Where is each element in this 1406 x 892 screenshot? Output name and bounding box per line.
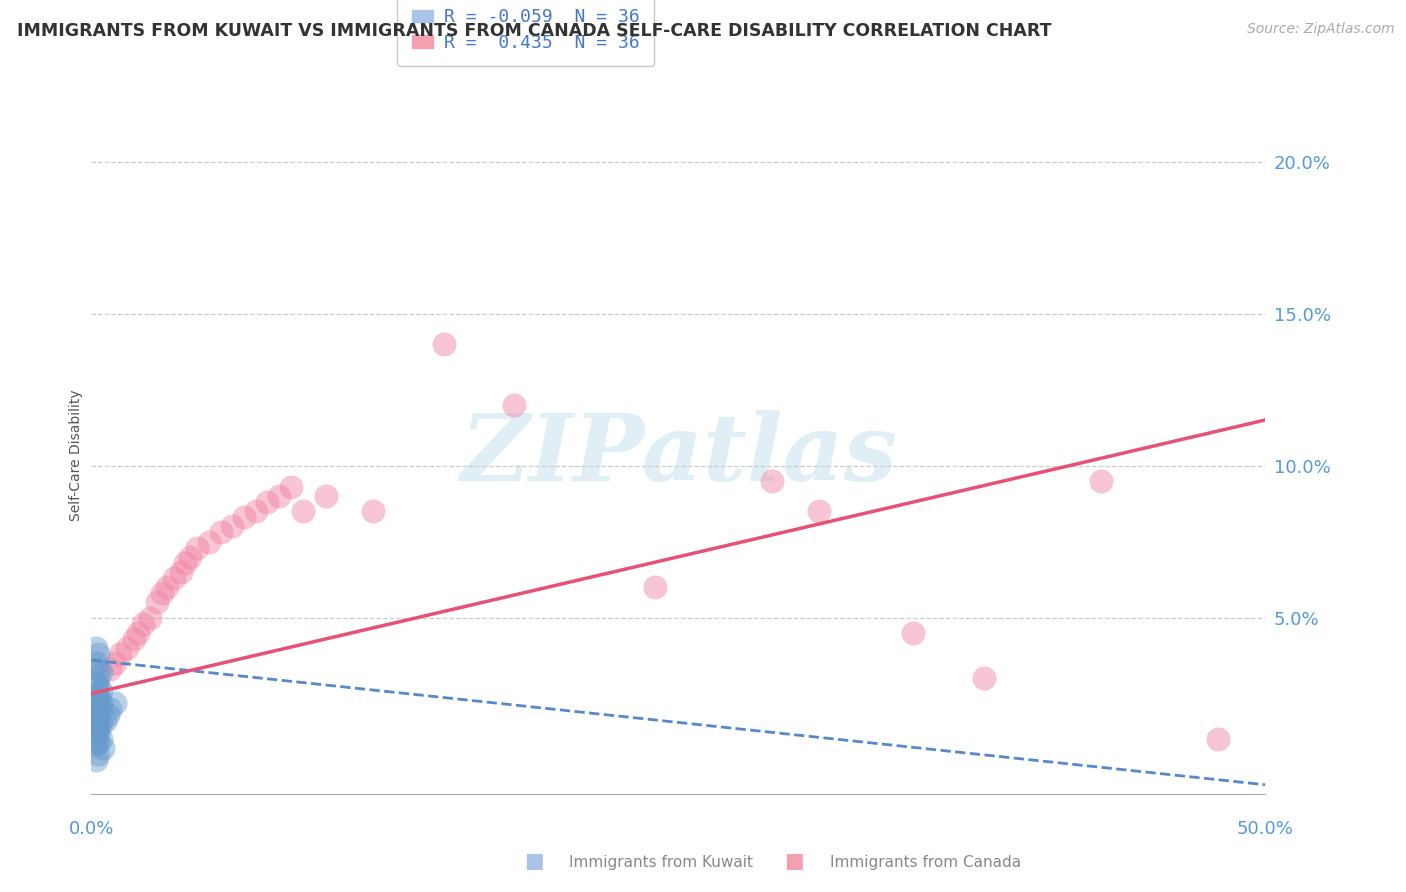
Point bbox=[209, 525, 232, 540]
Point bbox=[90, 665, 112, 680]
Point bbox=[87, 671, 110, 685]
Point bbox=[94, 714, 117, 728]
Point bbox=[90, 717, 112, 731]
Point bbox=[644, 580, 666, 594]
Point bbox=[84, 723, 107, 737]
Text: Source: ZipAtlas.com: Source: ZipAtlas.com bbox=[1247, 22, 1395, 37]
Point bbox=[127, 625, 149, 640]
Point bbox=[84, 707, 107, 722]
Point bbox=[87, 681, 110, 695]
Point bbox=[87, 692, 110, 706]
Point bbox=[973, 671, 995, 685]
Point bbox=[1090, 474, 1112, 488]
Point bbox=[155, 580, 177, 594]
Point bbox=[84, 656, 107, 670]
Point bbox=[221, 519, 243, 533]
Point bbox=[108, 647, 131, 661]
Point bbox=[174, 556, 197, 570]
Legend: R = -0.059  N = 36, R =  0.435  N = 36: R = -0.059 N = 36, R = 0.435 N = 36 bbox=[398, 0, 654, 66]
Point bbox=[87, 647, 110, 661]
Point bbox=[901, 625, 924, 640]
Point bbox=[84, 677, 107, 691]
Point bbox=[87, 662, 110, 676]
Point bbox=[87, 726, 110, 740]
Point bbox=[84, 690, 107, 704]
Point bbox=[291, 504, 314, 518]
Text: ZIPatlas: ZIPatlas bbox=[460, 410, 897, 500]
Text: 0.0%: 0.0% bbox=[69, 820, 114, 838]
Point bbox=[84, 714, 107, 728]
Point bbox=[233, 510, 256, 524]
Point bbox=[280, 480, 302, 494]
Point bbox=[122, 632, 145, 646]
Point bbox=[432, 337, 454, 351]
Point bbox=[98, 662, 121, 676]
Point bbox=[315, 489, 337, 503]
Point bbox=[87, 720, 110, 734]
Point bbox=[84, 754, 107, 768]
Point bbox=[169, 565, 191, 579]
Point bbox=[90, 683, 112, 698]
Text: ■: ■ bbox=[524, 851, 544, 871]
Point bbox=[186, 541, 208, 555]
Point bbox=[98, 702, 121, 716]
Point bbox=[361, 504, 384, 518]
Point bbox=[1208, 732, 1230, 747]
Point bbox=[84, 729, 107, 743]
Point bbox=[87, 705, 110, 719]
Point bbox=[84, 738, 107, 752]
Point bbox=[87, 687, 110, 701]
Point bbox=[162, 571, 184, 585]
Point bbox=[90, 702, 112, 716]
Point bbox=[245, 504, 267, 518]
Point bbox=[146, 595, 169, 609]
Point bbox=[87, 735, 110, 749]
Point bbox=[115, 640, 138, 655]
Text: ■: ■ bbox=[785, 851, 804, 871]
Text: Immigrants from Canada: Immigrants from Canada bbox=[830, 855, 1021, 870]
Point bbox=[150, 586, 173, 600]
Point bbox=[179, 549, 201, 564]
Point bbox=[91, 741, 114, 756]
Point bbox=[87, 711, 110, 725]
Point bbox=[269, 489, 291, 503]
Point bbox=[256, 495, 278, 509]
Point bbox=[87, 702, 110, 716]
Point bbox=[104, 656, 127, 670]
Point bbox=[104, 696, 127, 710]
Point bbox=[503, 398, 526, 412]
Y-axis label: Self-Care Disability: Self-Care Disability bbox=[69, 389, 83, 521]
Point bbox=[84, 640, 107, 655]
Point bbox=[87, 747, 110, 762]
Point bbox=[90, 732, 112, 747]
Point bbox=[197, 534, 219, 549]
Text: IMMIGRANTS FROM KUWAIT VS IMMIGRANTS FROM CANADA SELF-CARE DISABILITY CORRELATIO: IMMIGRANTS FROM KUWAIT VS IMMIGRANTS FRO… bbox=[17, 22, 1052, 40]
Point bbox=[84, 698, 107, 713]
Text: 50.0%: 50.0% bbox=[1237, 820, 1294, 838]
Point bbox=[90, 696, 112, 710]
Point bbox=[87, 717, 110, 731]
Point bbox=[808, 504, 831, 518]
Point bbox=[132, 616, 155, 631]
Text: Immigrants from Kuwait: Immigrants from Kuwait bbox=[569, 855, 754, 870]
Point bbox=[761, 474, 783, 488]
Point bbox=[97, 707, 120, 722]
Point bbox=[139, 610, 162, 624]
